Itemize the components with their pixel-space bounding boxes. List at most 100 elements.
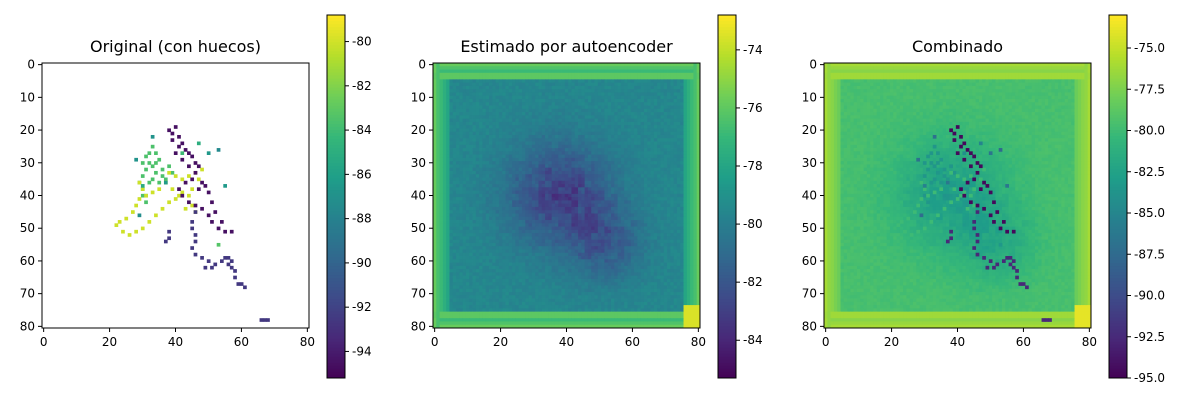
heatmap-cell bbox=[522, 161, 526, 165]
heatmap-cell bbox=[446, 82, 450, 87]
heatmap-cell bbox=[452, 236, 457, 241]
observed-cell bbox=[147, 161, 152, 165]
heatmap-cell bbox=[650, 89, 655, 93]
heatmap-cell bbox=[475, 69, 480, 74]
heatmap-cell bbox=[446, 66, 450, 70]
heatmap-cell bbox=[505, 79, 510, 84]
heatmap-cell bbox=[630, 144, 635, 149]
heatmap-cell bbox=[462, 187, 467, 191]
heatmap-cell bbox=[611, 108, 615, 113]
heatmap-cell bbox=[538, 131, 543, 136]
heatmap-cell bbox=[531, 131, 536, 136]
heatmap-cell bbox=[512, 242, 516, 247]
heatmap-cell bbox=[607, 229, 612, 234]
heatmap-cell bbox=[492, 213, 497, 218]
heatmap-cell bbox=[643, 76, 648, 80]
heatmap-cell bbox=[594, 131, 599, 136]
heatmap-cell bbox=[545, 69, 549, 74]
colorbar-segment bbox=[327, 317, 345, 322]
heatmap-cell bbox=[574, 167, 579, 172]
heatmap-cell bbox=[548, 242, 553, 247]
heatmap-cell bbox=[442, 138, 447, 142]
heatmap-cell bbox=[485, 85, 490, 90]
heatmap-cell bbox=[469, 85, 473, 90]
heatmap-cell bbox=[531, 92, 536, 97]
heatmap-cell bbox=[512, 98, 516, 103]
heatmap-cell bbox=[614, 63, 618, 67]
colorbar-segment bbox=[327, 296, 345, 300]
heatmap-cell bbox=[647, 82, 651, 87]
heatmap-cell bbox=[531, 223, 536, 227]
heatmap-cell bbox=[663, 63, 668, 67]
heatmap-cell bbox=[456, 193, 460, 198]
heatmap-cell bbox=[624, 128, 628, 133]
heatmap-cell bbox=[564, 148, 569, 152]
heatmap-cell bbox=[690, 216, 694, 221]
colorbar-segment bbox=[327, 205, 345, 210]
heatmap-cell bbox=[561, 118, 566, 123]
heatmap-cell bbox=[538, 233, 543, 237]
heatmap-cell bbox=[439, 157, 444, 162]
heatmap-cell bbox=[591, 177, 595, 182]
heatmap-cell bbox=[657, 82, 661, 87]
heatmap-cell bbox=[657, 249, 661, 254]
heatmap-cell bbox=[512, 138, 516, 142]
heatmap-cell bbox=[683, 98, 688, 103]
heatmap-cell bbox=[528, 223, 533, 227]
heatmap-cell bbox=[564, 128, 569, 133]
heatmap-cell bbox=[446, 144, 450, 149]
heatmap-cell bbox=[640, 233, 645, 237]
heatmap-cell bbox=[522, 154, 526, 159]
heatmap-cell bbox=[617, 108, 622, 113]
heatmap-cell bbox=[518, 144, 523, 149]
heatmap-cell bbox=[617, 239, 622, 244]
heatmap-cell bbox=[611, 95, 615, 100]
heatmap-cell bbox=[667, 134, 671, 139]
heatmap-cell bbox=[693, 177, 698, 182]
heatmap-cell bbox=[472, 193, 477, 198]
heatmap-cell bbox=[518, 193, 523, 198]
heatmap-cell bbox=[620, 180, 625, 185]
heatmap-cell bbox=[630, 134, 635, 139]
heatmap-cell bbox=[558, 157, 562, 162]
heatmap-cell bbox=[545, 164, 549, 169]
heatmap-cell bbox=[456, 180, 460, 185]
heatmap-cell bbox=[611, 89, 615, 93]
heatmap-cell bbox=[475, 128, 480, 133]
heatmap-cell bbox=[584, 144, 589, 149]
heatmap-cell bbox=[512, 118, 516, 123]
heatmap-cell bbox=[446, 216, 450, 221]
heatmap-cell bbox=[475, 223, 480, 227]
heatmap-cell bbox=[568, 151, 572, 155]
heatmap-cell bbox=[574, 170, 579, 175]
heatmap-cell bbox=[686, 95, 691, 100]
heatmap-cell bbox=[667, 79, 671, 84]
heatmap-cell bbox=[535, 131, 539, 136]
heatmap-cell bbox=[535, 95, 539, 100]
heatmap-cell bbox=[640, 177, 645, 182]
heatmap-cell bbox=[439, 121, 444, 126]
heatmap-cell bbox=[564, 223, 569, 227]
heatmap-cell bbox=[690, 180, 694, 185]
heatmap-cell bbox=[492, 95, 497, 100]
heatmap-cell bbox=[515, 95, 520, 100]
heatmap-cell bbox=[683, 144, 688, 149]
heatmap-cell bbox=[495, 121, 500, 126]
heatmap-cell bbox=[670, 200, 675, 205]
heatmap-cell bbox=[594, 229, 599, 234]
heatmap-cell bbox=[475, 161, 480, 165]
heatmap-cell bbox=[522, 242, 526, 247]
colorbar-segment bbox=[327, 36, 345, 40]
heatmap-cell bbox=[696, 220, 701, 224]
heatmap-cell bbox=[545, 200, 549, 205]
heatmap-cell bbox=[469, 131, 473, 136]
heatmap-cell bbox=[604, 174, 609, 178]
heatmap-cell bbox=[630, 72, 635, 77]
heatmap-cell bbox=[591, 115, 595, 120]
heatmap-cell bbox=[482, 223, 487, 227]
heatmap-cell bbox=[594, 174, 599, 178]
heatmap-cell bbox=[475, 138, 480, 142]
heatmap-cell bbox=[643, 108, 648, 113]
heatmap-cell bbox=[482, 229, 487, 234]
heatmap-cell bbox=[647, 102, 651, 106]
